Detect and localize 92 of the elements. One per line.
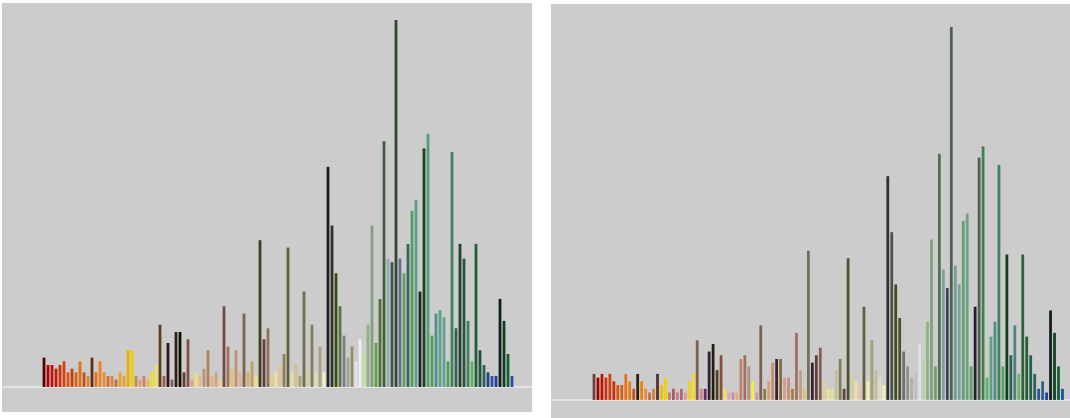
- bar: [679, 388, 683, 400]
- bar: [814, 355, 818, 400]
- bar: [787, 377, 790, 400]
- bar: [926, 321, 929, 400]
- bar: [894, 284, 898, 400]
- bar: [810, 362, 814, 400]
- bar: [652, 388, 655, 400]
- bar: [906, 366, 910, 400]
- bar: [826, 388, 830, 400]
- bar: [949, 27, 953, 400]
- bar: [660, 385, 663, 400]
- bar: [961, 220, 965, 400]
- bar: [945, 288, 949, 400]
- bar: [691, 373, 695, 400]
- bar: [830, 388, 834, 400]
- bar: [842, 388, 846, 400]
- bar: [965, 213, 969, 400]
- bar: [914, 373, 917, 400]
- bar: [890, 232, 894, 400]
- bar: [1041, 381, 1044, 400]
- bar: [957, 284, 961, 400]
- bar: [953, 265, 957, 400]
- bar: [783, 377, 786, 400]
- bar: [1009, 355, 1013, 400]
- bar: [755, 392, 759, 400]
- bar: [628, 381, 632, 400]
- bar: [763, 388, 767, 400]
- bar: [608, 373, 612, 400]
- bar: [648, 392, 651, 400]
- bar: [687, 381, 691, 400]
- bar: [664, 377, 667, 400]
- bar: [1037, 388, 1041, 400]
- bar: [882, 385, 886, 400]
- bar: [910, 377, 913, 400]
- bar: [886, 176, 890, 400]
- bar: [672, 388, 675, 400]
- bar: [799, 370, 802, 400]
- bar: [620, 385, 624, 400]
- bar: [767, 381, 771, 400]
- bar: [803, 388, 806, 400]
- bar: [934, 366, 937, 400]
- bar: [675, 392, 679, 400]
- bar: [1025, 336, 1029, 400]
- bar: [771, 362, 775, 400]
- bar: [898, 317, 902, 400]
- bar: [1061, 388, 1064, 400]
- bar: [969, 366, 973, 400]
- bar: [874, 370, 878, 400]
- bar: [779, 358, 782, 400]
- bar: [902, 351, 906, 400]
- bar: [818, 347, 822, 400]
- bar: [838, 358, 842, 400]
- bar: [683, 392, 687, 400]
- bar: [922, 358, 925, 400]
- bar: [751, 381, 755, 400]
- bar: [616, 385, 620, 400]
- bar: [1017, 373, 1021, 400]
- bar: [747, 366, 751, 400]
- bar: [822, 381, 826, 400]
- bar: [1049, 310, 1052, 400]
- bar: [1057, 366, 1060, 400]
- bar: [632, 388, 636, 400]
- bar: [703, 388, 707, 400]
- bar: [624, 373, 628, 400]
- bar: [707, 351, 711, 400]
- bar: [1053, 332, 1056, 400]
- bar: [806, 250, 810, 400]
- bar: [656, 373, 659, 400]
- bar: [938, 153, 941, 400]
- bar: [1045, 392, 1048, 400]
- bar: [759, 325, 763, 400]
- bar: [743, 355, 747, 400]
- bar: [973, 306, 977, 400]
- bar: [834, 370, 838, 400]
- bar: [1033, 373, 1037, 400]
- bar: [644, 388, 647, 400]
- bar: [636, 373, 640, 400]
- bar: [612, 381, 616, 400]
- bar: [878, 377, 882, 400]
- bar: [941, 269, 945, 400]
- bar: [791, 388, 794, 400]
- bar: [930, 239, 933, 400]
- bar: [640, 381, 644, 400]
- bar: [695, 340, 699, 400]
- bar: [1021, 254, 1025, 400]
- bar: [668, 392, 671, 400]
- bar: [775, 358, 779, 400]
- bar: [1005, 254, 1009, 400]
- bar: [795, 332, 798, 400]
- bar: [1029, 355, 1033, 400]
- bar: [699, 388, 703, 400]
- bar: [1013, 325, 1017, 400]
